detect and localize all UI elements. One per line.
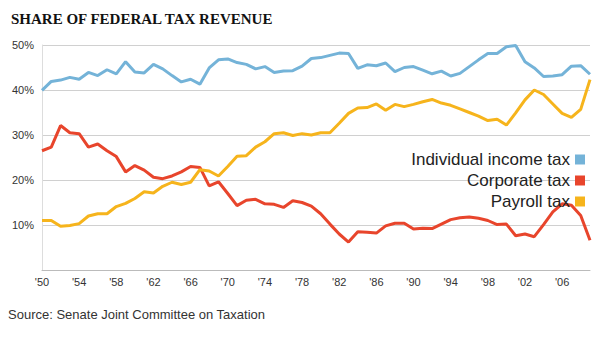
svg-text:'94: '94 (444, 276, 458, 288)
svg-text:'06: '06 (555, 276, 569, 288)
svg-text:30%: 30% (12, 129, 34, 141)
svg-text:'66: '66 (183, 276, 197, 288)
svg-text:40%: 40% (12, 84, 34, 96)
svg-text:SHARE OF FEDERAL TAX REVENUE: SHARE OF FEDERAL TAX REVENUE (11, 11, 272, 27)
svg-text:'70: '70 (221, 276, 235, 288)
svg-text:'50: '50 (35, 276, 49, 288)
svg-text:'98: '98 (481, 276, 495, 288)
svg-text:Payroll tax: Payroll tax (491, 192, 571, 211)
svg-text:'86: '86 (369, 276, 383, 288)
svg-text:'58: '58 (109, 276, 123, 288)
svg-text:'82: '82 (332, 276, 346, 288)
svg-text:20%: 20% (12, 174, 34, 186)
svg-text:'74: '74 (258, 276, 272, 288)
svg-text:50%: 50% (12, 39, 34, 51)
svg-text:'78: '78 (295, 276, 309, 288)
svg-text:10%: 10% (12, 219, 34, 231)
svg-text:Corporate tax: Corporate tax (467, 171, 570, 190)
svg-text:'62: '62 (146, 276, 160, 288)
svg-text:'54: '54 (72, 276, 86, 288)
svg-text:'90: '90 (406, 276, 420, 288)
svg-text:'02: '02 (518, 276, 532, 288)
svg-text:Source: Senate Joint Committee: Source: Senate Joint Committee on Taxati… (8, 307, 265, 322)
svg-text:Individual income tax: Individual income tax (411, 150, 570, 169)
